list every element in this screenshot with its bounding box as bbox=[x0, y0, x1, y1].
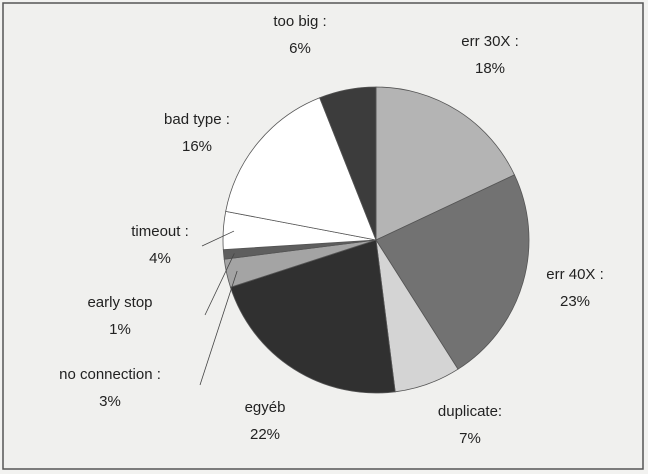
slice-label: no connection : bbox=[59, 366, 161, 383]
slice-label: duplicate: bbox=[438, 403, 502, 420]
pie-slice bbox=[375, 86, 515, 241]
slice-value-label: 4% bbox=[149, 250, 171, 267]
leader-line bbox=[201, 230, 235, 247]
slice-label: bad type : bbox=[164, 111, 230, 128]
slice-label: egyéb bbox=[245, 399, 286, 416]
slice-label: err 40X : bbox=[546, 266, 604, 283]
slice-label: err 30X : bbox=[461, 33, 519, 50]
pie-slice bbox=[375, 174, 530, 370]
slice-value-label: 16% bbox=[182, 138, 212, 155]
leader-line bbox=[204, 253, 235, 316]
slice-value-label: 6% bbox=[289, 40, 311, 57]
pie-slice bbox=[229, 239, 396, 394]
pie-slice bbox=[225, 97, 377, 241]
slice-label: early stop bbox=[87, 294, 152, 311]
slice-value-label: 3% bbox=[99, 393, 121, 410]
slice-value-label: 23% bbox=[560, 293, 590, 310]
slice-value-label: 1% bbox=[109, 321, 131, 338]
pie-slice bbox=[319, 86, 377, 241]
slice-value-label: 18% bbox=[475, 60, 505, 77]
slice-label: too big : bbox=[273, 13, 326, 30]
leader-line bbox=[199, 270, 238, 386]
slice-label: timeout : bbox=[131, 223, 189, 240]
slice-value-label: 7% bbox=[459, 430, 481, 447]
slice-value-label: 22% bbox=[250, 426, 280, 443]
